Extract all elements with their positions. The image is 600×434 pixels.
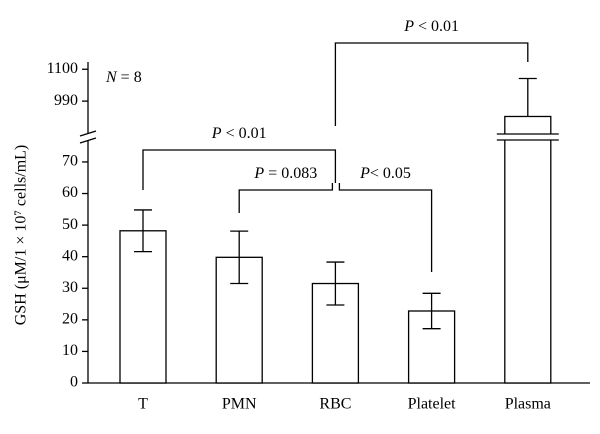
annotation: N = 8 (105, 69, 142, 86)
y-tick-label: 60 (62, 184, 78, 201)
y-tick-label: 40 (62, 247, 78, 264)
y-tick-label: 10 (62, 342, 78, 359)
significance-bracket (338, 183, 433, 272)
y-tick-label: 30 (62, 279, 78, 296)
significance-bracket (238, 183, 334, 213)
y-tick-label: 20 (62, 311, 78, 328)
bracket-label: P < 0.01 (211, 125, 267, 142)
y-axis-label: GSH (μM/1 × 10⁷ cells/mL) (13, 145, 30, 326)
bracket-label: P< 0.05 (359, 165, 411, 182)
x-tick-label: RBC (319, 396, 351, 413)
bar-break-gap (498, 134, 557, 140)
bracket-label: P = 0.083 (253, 165, 317, 182)
axis-break (79, 137, 97, 144)
bar (119, 230, 167, 384)
significance-bracket (334, 42, 529, 126)
y-tick-label: 0 (70, 374, 78, 391)
x-tick-label: Plasma (505, 396, 551, 413)
bracket-label: P < 0.01 (403, 18, 459, 35)
significance-bracket (142, 149, 337, 190)
y-tick-label: 50 (62, 216, 78, 233)
bar (504, 115, 552, 384)
y-tick-label: 70 (62, 153, 78, 170)
axis-break (79, 130, 97, 137)
y-tick-label: 990 (54, 92, 78, 109)
x-tick-label: Platelet (408, 396, 457, 413)
x-tick-label: T (138, 396, 148, 413)
y-tick-label: 1100 (47, 60, 78, 77)
x-tick-label: PMN (222, 396, 257, 413)
